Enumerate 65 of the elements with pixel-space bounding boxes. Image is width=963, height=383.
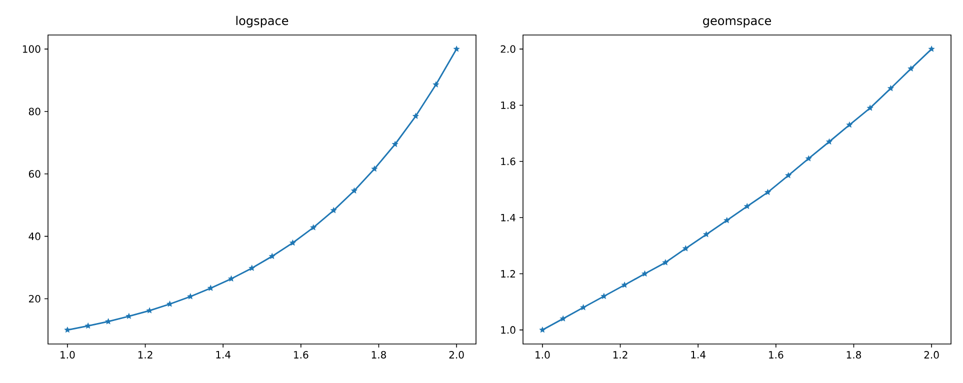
point [785,172,792,178]
point [744,202,750,210]
point [146,307,153,314]
point [228,275,235,282]
point [412,112,420,119]
point [724,216,730,224]
point [330,206,337,214]
x-tick-label: 1.8 [372,351,386,359]
point [887,84,894,92]
point [866,104,874,111]
y-tick-label: 2.0 [500,45,516,53]
y-tick-label: 1.8 [501,101,516,110]
point [805,155,812,162]
y-tick-label: 40 [28,232,40,240]
point [310,224,317,230]
point [641,270,648,277]
y-tick-label: 60 [28,170,40,178]
x-tick-label: 1.0 [536,351,550,359]
y-tick-label: 1.0 [501,326,516,334]
point [84,322,92,329]
point [662,259,669,266]
point [539,326,546,333]
x-tick-label: 2.0 [449,351,464,359]
point [453,46,460,52]
point [764,188,772,196]
point [104,318,112,324]
x-tick-label: 1.2 [613,351,628,358]
y-tick-label: 1.4 [501,214,516,222]
point [350,187,358,194]
point [908,65,914,72]
y-tick-label: 100 [22,45,40,53]
point [187,293,194,300]
point [600,292,608,300]
x-tick-label: 1.6 [769,351,784,359]
x-tick-label: 1.8 [846,351,861,359]
x-tick-label: 1.4 [216,351,230,358]
point [207,284,214,291]
point [432,81,440,88]
point [268,252,276,260]
point [826,138,833,145]
point [392,140,398,148]
y-tick-label: 1.2 [501,270,515,278]
point [64,326,71,333]
point [621,282,628,288]
point [846,121,853,128]
point [126,312,132,320]
y-tick-label: 80 [28,108,40,116]
chart-title: geomspace [703,18,771,28]
point [702,230,710,238]
point [928,46,935,52]
point [580,304,587,310]
point [682,244,689,252]
point [248,264,256,271]
y-tick-label: 1.6 [501,158,516,166]
y-tick-label: 20 [28,294,40,303]
point [560,315,566,322]
point [166,300,174,307]
x-tick-label: 2.0 [924,351,939,359]
point [289,239,296,246]
x-tick-label: 1.4 [691,351,706,358]
x-tick-label: 1.0 [60,351,75,359]
chart-title: logspace [236,16,288,28]
point [371,165,378,172]
x-tick-label: 1.6 [294,351,308,359]
x-tick-label: 1.2 [138,351,152,358]
